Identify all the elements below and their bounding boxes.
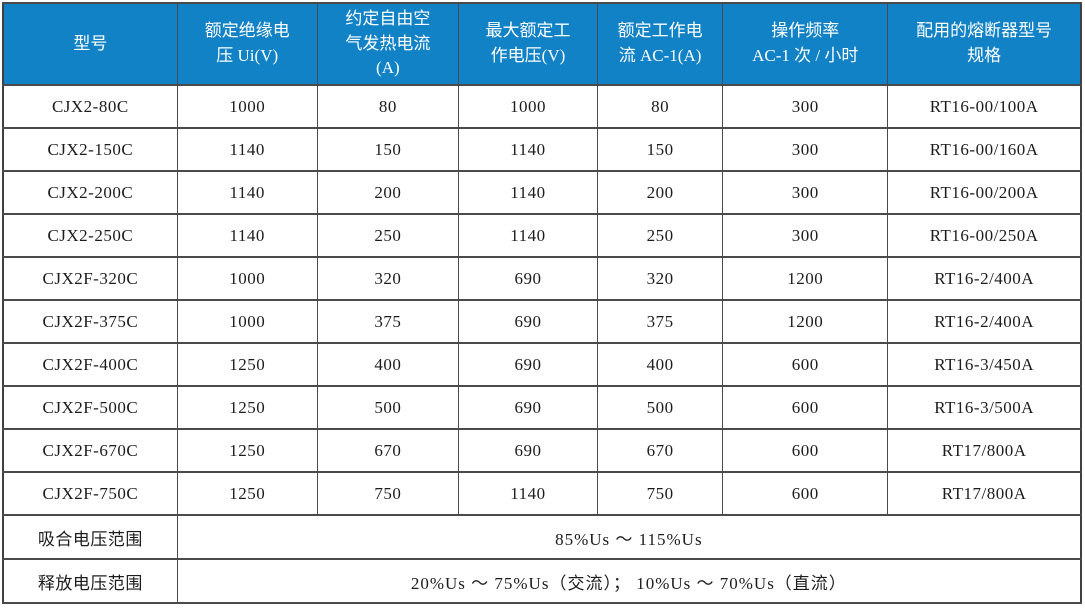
table-row: CJX2-150C 1140 150 1140 150 300 RT16-00/160A [2,127,1082,172]
spec-cell: 600 [722,342,889,387]
table-row: CJX2F-750C 1250 750 1140 750 600 RT17/800A [2,471,1082,516]
model-cell: CJX2F-670C [2,428,178,473]
spec-cell: 690 [457,256,599,301]
release-voltage-label: 释放电压范围 [2,558,178,604]
header-max-working-voltage: 最大额定工 作电压(V) [457,2,599,86]
header-insulation-voltage: 额定绝缘电 压 Ui(V) [176,2,318,86]
spec-cell: 1140 [176,170,318,215]
spec-cell: RT17/800A [887,428,1082,473]
spec-cell: 300 [722,213,889,258]
model-cell: CJX2F-750C [2,471,178,516]
spec-cell: 1200 [722,256,889,301]
spec-cell: 1140 [176,213,318,258]
spec-cell: RT17/800A [887,471,1082,516]
table-row: CJX2-250C 1140 250 1140 250 300 RT16-00/250A [2,213,1082,258]
spec-cell: 690 [457,385,599,430]
spec-cell: 1140 [457,170,599,215]
spec-cell: RT16-00/200A [887,170,1082,215]
spec-cell: 750 [597,471,724,516]
spec-cell: 750 [316,471,459,516]
spec-cell: 1200 [722,299,889,344]
table-row: CJX2-80C 1000 80 1000 80 300 RT16-00/100A [2,84,1082,129]
spec-cell: 1250 [176,385,318,430]
spec-cell: 500 [316,385,459,430]
table-row: CJX2F-670C 1250 670 690 670 600 RT17/800A [2,428,1082,473]
model-cell: CJX2F-375C [2,299,178,344]
header-fuse-spec: 配用的熔断器型号 规格 [887,2,1082,86]
spec-cell: 690 [457,299,599,344]
spec-cell: 150 [597,127,724,172]
spec-cell: 200 [597,170,724,215]
model-cell: CJX2-150C [2,127,178,172]
spec-cell: 690 [457,342,599,387]
spec-cell: 690 [457,428,599,473]
contactor-spec-table: 型号 额定绝缘电 压 Ui(V) 约定自由空 气发热电流 (A) 最大额定工 作… [2,2,1082,604]
spec-cell: 400 [597,342,724,387]
spec-cell: 400 [316,342,459,387]
model-cell: CJX2F-320C [2,256,178,301]
spec-cell: 300 [722,127,889,172]
spec-cell: 670 [597,428,724,473]
footer-row-pickup-voltage: 吸合电压范围 85%Us ～ 115%Us [2,514,1082,560]
model-cell: CJX2-80C [2,84,178,129]
spec-cell: 80 [316,84,459,129]
table-row: CJX2F-320C 1000 320 690 320 1200 RT16-2/400A [2,256,1082,301]
spec-cell: 670 [316,428,459,473]
spec-cell: 600 [722,471,889,516]
spec-cell: 1250 [176,428,318,473]
spec-cell: 250 [316,213,459,258]
spec-cell: RT16-3/450A [887,342,1082,387]
spec-cell: 1140 [457,213,599,258]
release-voltage-value: 20%Us ～ 75%Us（交流）； 10%Us ～ 70%Us（直流） [176,558,1082,604]
spec-cell: 1000 [176,256,318,301]
header-row: 型号 额定绝缘电 压 Ui(V) 约定自由空 气发热电流 (A) 最大额定工 作… [2,2,1082,86]
spec-cell: RT16-3/500A [887,385,1082,430]
spec-cell: 1000 [457,84,599,129]
model-cell: CJX2F-500C [2,385,178,430]
spec-cell: RT16-00/250A [887,213,1082,258]
spec-cell: 320 [316,256,459,301]
spec-cell: 1250 [176,471,318,516]
spec-cell: 1000 [176,299,318,344]
spec-cell: RT16-2/400A [887,256,1082,301]
spec-cell: 300 [722,84,889,129]
spec-cell: 1000 [176,84,318,129]
header-model: 型号 [2,2,178,86]
model-cell: CJX2F-400C [2,342,178,387]
spec-cell: 80 [597,84,724,129]
spec-cell: RT16-00/100A [887,84,1082,129]
header-operating-frequency: 操作频率 AC-1 次 / 小时 [722,2,889,86]
spec-cell: RT16-2/400A [887,299,1082,344]
model-cell: CJX2-250C [2,213,178,258]
spec-cell: 200 [316,170,459,215]
spec-cell: 1140 [176,127,318,172]
spec-cell: 150 [316,127,459,172]
table-row: CJX2-200C 1140 200 1140 200 300 RT16-00/200A [2,170,1082,215]
spec-cell: 320 [597,256,724,301]
spec-cell: 300 [722,170,889,215]
header-working-current: 额定工作电 流 AC-1(A) [597,2,724,86]
spec-cell: RT16-00/160A [887,127,1082,172]
model-cell: CJX2-200C [2,170,178,215]
spec-cell: 1140 [457,471,599,516]
pickup-voltage-label: 吸合电压范围 [2,514,178,560]
pickup-voltage-value: 85%Us ～ 115%Us [176,514,1082,560]
table-body: CJX2-80C 1000 80 1000 80 300 RT16-00/100A CJX2-… [2,84,1082,516]
table-row: CJX2F-400C 1250 400 690 400 600 RT16-3/450A [2,342,1082,387]
spec-cell: 1140 [457,127,599,172]
spec-cell: 250 [597,213,724,258]
header-thermal-current: 约定自由空 气发热电流 (A) [316,2,459,86]
spec-cell: 1250 [176,342,318,387]
spec-cell: 375 [597,299,724,344]
spec-cell: 500 [597,385,724,430]
table-row: CJX2F-500C 1250 500 690 500 600 RT16-3/500A [2,385,1082,430]
footer-row-release-voltage: 释放电压范围 20%Us ～ 75%Us（交流）； 10%Us ～ 70%Us（… [2,558,1082,604]
spec-cell: 600 [722,385,889,430]
spec-cell: 600 [722,428,889,473]
table-row: CJX2F-375C 1000 375 690 375 1200 RT16-2/400A [2,299,1082,344]
spec-cell: 375 [316,299,459,344]
